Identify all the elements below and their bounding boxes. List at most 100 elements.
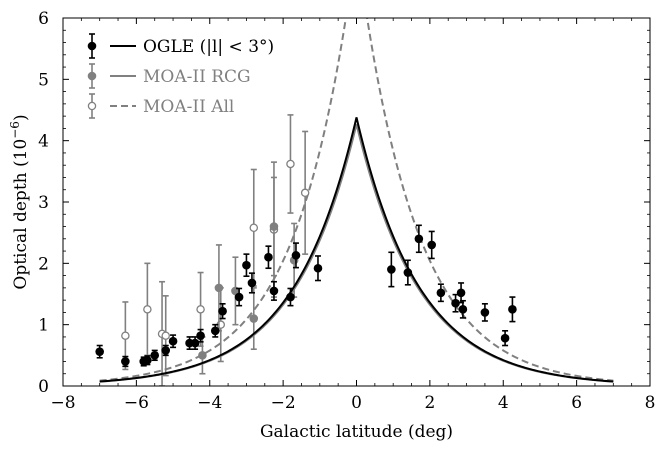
- moa-ii-rcg-marker: [214, 283, 224, 293]
- ogle-point: [500, 329, 510, 347]
- ogle-marker: [500, 333, 510, 343]
- moa-ii-all-point: [286, 114, 295, 214]
- ogle-marker: [451, 298, 460, 308]
- ogle-point: [286, 287, 295, 307]
- legend-entry-moa-ii-rcg: MOA-II RCG: [87, 63, 251, 89]
- legend-label: OGLE (|l| < 3°): [143, 37, 274, 57]
- ogle-marker: [264, 252, 273, 262]
- ogle-point: [264, 245, 273, 270]
- ogle-point: [168, 334, 178, 349]
- y-axis-label-close: ): [11, 114, 31, 121]
- ticks-layer: [62, 17, 651, 387]
- x-tick-label: 8: [645, 393, 656, 413]
- ogle-marker: [313, 263, 323, 273]
- ogle-marker: [508, 305, 517, 314]
- ogle-point: [196, 328, 205, 343]
- ogle-point: [234, 287, 244, 307]
- moa-ii-rcg-marker: [249, 314, 259, 323]
- ogle-point: [269, 280, 279, 301]
- moa-ii-rcg-point: [214, 244, 224, 332]
- ogle-point: [242, 253, 251, 278]
- ogle-point: [427, 230, 437, 260]
- y-axis-label-exponent: −6: [8, 121, 22, 139]
- ogle-marker: [168, 336, 178, 346]
- moa-ii-all-point: [300, 130, 310, 255]
- moa-ii-all-marker: [249, 223, 259, 233]
- ogle-marker: [456, 288, 466, 298]
- ogle-marker: [218, 306, 227, 316]
- ogle-point: [291, 242, 301, 269]
- ogle-marker: [190, 338, 200, 348]
- y-tick-label: 5: [38, 70, 49, 90]
- ogle-marker: [121, 357, 130, 366]
- ogle-point: [143, 355, 152, 366]
- legend-marker: [87, 71, 97, 81]
- ogle-marker: [234, 292, 244, 302]
- ogle-marker: [403, 268, 413, 277]
- legend-label: MOA-II RCG: [143, 67, 251, 87]
- moa-ii-rcg-point: [269, 176, 279, 277]
- legend-entry-moa-ii-all: MOA-II All: [87, 93, 234, 119]
- tick-labels-layer: −8 −6 −4 −2 0 2 4 6 8 0 1 2 3 4 5 6: [38, 9, 655, 413]
- x-tick-label: −8: [50, 393, 75, 413]
- moa-ii-all-marker: [286, 159, 295, 169]
- x-tick-label: 0: [351, 393, 362, 413]
- ogle-marker: [414, 234, 424, 244]
- moa-ii-rcg-marker: [269, 222, 279, 231]
- ogle-marker: [480, 308, 490, 317]
- ogle-point: [247, 272, 257, 294]
- ogle-marker: [196, 331, 205, 341]
- ogle-point: [403, 259, 413, 286]
- ogle-point: [218, 303, 227, 320]
- ogle-marker: [95, 347, 104, 356]
- ogle-point: [95, 344, 104, 359]
- y-axis-label: Optical depth (10−6): [8, 114, 31, 289]
- x-tick-label: 4: [498, 393, 509, 413]
- moa-ii-all-marker: [300, 188, 310, 198]
- x-tick-label: 2: [424, 393, 435, 413]
- legend-marker: [87, 41, 97, 51]
- ogle-point: [451, 293, 460, 313]
- moa-ii-all-marker: [121, 331, 130, 340]
- moa-ii-all-model-curve: [99, 18, 614, 382]
- y-tick-label: 6: [38, 9, 49, 29]
- y-tick-label: 0: [38, 377, 49, 397]
- ogle-marker: [247, 278, 257, 288]
- ogle-marker: [269, 286, 279, 296]
- moa-ii-rcg-point: [198, 336, 207, 375]
- y-axis-label-main: Optical depth (10: [11, 139, 31, 290]
- moa-ii-all-marker: [143, 305, 152, 314]
- moa-ii-all-point: [161, 295, 170, 377]
- x-tick-label: −6: [124, 393, 149, 413]
- moa-ii-rcg-marker: [198, 351, 207, 360]
- ogle-marker: [427, 240, 437, 250]
- ogle-marker: [286, 292, 295, 302]
- ogle-model-curve: [99, 117, 614, 383]
- ogle-marker: [150, 351, 160, 360]
- x-tick-label: −4: [197, 393, 222, 413]
- ogle-marker: [161, 346, 171, 355]
- ogle-marker: [242, 260, 251, 270]
- ogle-point: [313, 255, 323, 282]
- moa-ii-rcg-point: [231, 256, 240, 326]
- ogle-point: [508, 296, 517, 323]
- ogle-marker: [143, 355, 152, 365]
- moa-ii-rcg-point: [249, 287, 259, 351]
- ogle-marker: [291, 251, 301, 260]
- y-tick-label: 3: [38, 193, 49, 213]
- series-layer: [95, 18, 614, 386]
- x-tick-label: 6: [571, 393, 582, 413]
- ogle-marker: [458, 305, 468, 314]
- ogle-marker: [387, 265, 396, 274]
- ogle-point: [161, 344, 171, 357]
- x-tick-label: −2: [271, 393, 296, 413]
- legend-marker: [87, 101, 97, 111]
- y-tick-label: 4: [38, 132, 49, 152]
- moa-ii-all-marker: [196, 305, 205, 314]
- ogle-point: [121, 355, 130, 368]
- moa-ii-all-marker: [161, 331, 170, 340]
- legend-label: MOA-II All: [143, 97, 234, 117]
- x-axis-label: Galactic latitude (deg): [260, 422, 453, 442]
